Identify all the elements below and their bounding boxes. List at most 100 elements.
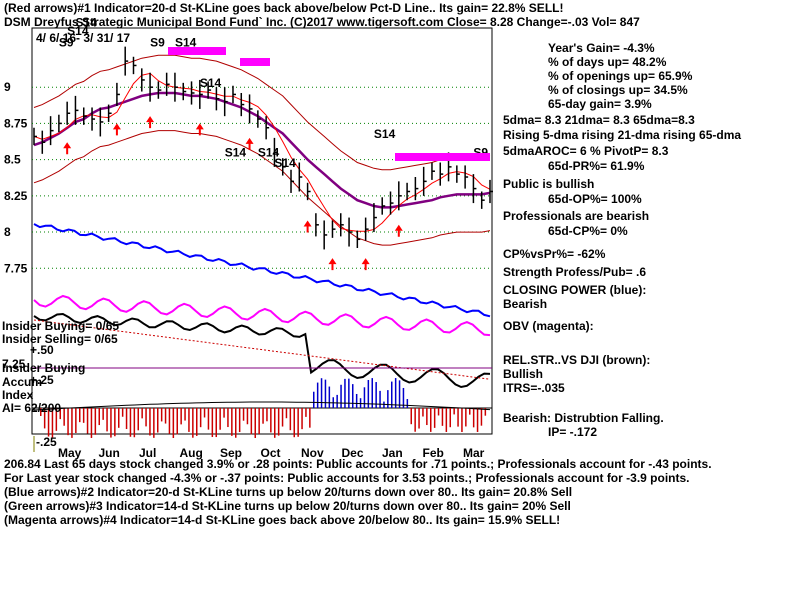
accum-bar [235,408,237,438]
accum-bar [355,393,358,408]
accum-bar [199,408,202,428]
accum-bar [289,408,292,431]
stat-65d-op: 65d-OP%= 100% [548,192,642,206]
accum-bar [461,408,463,432]
accum-bar [219,408,221,430]
y-tick-label: 8.5 [4,153,21,167]
insider-buying-label: Insider Buying [2,361,85,375]
tick-725: 7.25 [2,357,26,371]
accum-bar [192,408,194,438]
red-arrow [245,137,254,150]
stat-cp-bearish: Bearish [503,297,547,311]
accum-bar [86,408,89,434]
accum-bar [293,408,295,438]
price-bars [33,46,493,271]
accum-bar [141,408,143,419]
accum-bar [145,408,147,427]
stat-distribution: Bearish: Distrubtion Falling. [503,411,664,425]
y-tick-label: 8.75 [4,116,28,130]
accum-bar [82,408,85,423]
accum-bar [324,379,327,408]
footer-line3: (Blue arrows)#2 Indicator=20-d St-KLine … [4,485,572,499]
accum-bar [387,390,389,408]
magenta-arrow-cluster [168,47,490,161]
stats-panel: Year's Gain= -4.3% % of days up= 48.2% %… [503,41,741,439]
accum-bar [164,408,167,424]
accum-bar [157,408,159,433]
accum-bar [102,408,104,420]
accum-bar [340,384,342,408]
accum-bar [469,408,471,415]
red-arrow [112,123,121,136]
accum-bar [106,408,108,432]
stat-itrs: ITRS=-.035 [503,381,565,395]
accum-bar [114,408,116,437]
x-tick-label: Mar [463,446,485,460]
accum-bar [168,408,171,434]
accum-bar [227,408,229,428]
accum-bar [402,387,405,408]
relative-strength-line [33,312,491,389]
accum-bar [266,408,268,422]
date-range: 4/ 6/ 16- 3/ 31/ 17 [36,31,130,45]
stat-65d-cp: 65d-CP%= 0% [548,224,628,238]
accum-bar [445,408,448,432]
accum-bar [328,386,331,408]
accum-bar [180,408,182,425]
stat-professionals: Professionals are bearish [503,209,649,223]
accum-bar [484,408,487,416]
accum-bar [254,408,256,438]
accum-bar [47,408,50,437]
signal-label: S14 [274,156,296,170]
accum-bar [98,408,100,426]
accum-bar [270,408,272,433]
red-arrow [146,116,155,129]
relative-strength-ma [33,319,491,380]
x-tick-label: May [58,446,82,460]
stat-relstr: REL.STR..VS DJI (brown): [503,353,650,367]
accum-bar [398,380,401,408]
signal-label: S9 [59,36,74,50]
index-label: Index [2,388,34,402]
x-tick-label: Oct [261,446,281,460]
accum-bar [172,408,175,438]
y-tick-label: 8 [4,225,11,239]
stat-public: Public is bullish [503,177,594,191]
accum-bar [433,408,436,428]
red-arrow [195,123,204,136]
accum-bar [453,408,455,415]
x-tick-label: Nov [301,446,324,460]
accum-bar [258,408,260,434]
stat-closings-up: % of closings up= 34.5% [548,83,688,97]
accum-bar [118,408,120,428]
accum-bar [449,408,451,428]
accumulation-histogram [40,378,487,438]
stat-65day-gain: 65-day gain= 3.9% [548,97,652,111]
header-line2: DSM Dreyfus Strategic Municipal Bond Fun… [4,15,640,29]
accum-bar [43,408,46,429]
accum-bar [196,408,198,436]
accum-bar [51,408,54,438]
accum-bar [242,408,245,421]
accum-bar [121,408,124,417]
accum-bar [363,387,366,408]
accum-bar [153,408,155,438]
accum-bar [250,408,253,435]
accum-bar [309,408,311,428]
red-arrow [63,142,72,155]
accum-bar [437,408,440,416]
x-tick-label: Feb [423,446,444,460]
footer-line2: For Last year stock changed -4.3% or -.3… [4,471,689,485]
signal-label: S14 [200,76,222,90]
accum-bar [367,380,370,408]
accum-bar [160,408,163,422]
accum-bar [320,378,323,408]
x-axis-labels: May Jun Jul Aug Sep Oct Nov Dec Jan Feb Mar [58,446,485,460]
accum-bar [71,408,73,438]
accum-bar [55,408,58,431]
accum-bar [79,408,81,423]
footer-line4: (Green arrows)#3 Indicator=14-d St-KLine… [4,499,571,513]
stat-cp-vs-pr: CP%vsPr%= -62% [503,247,606,261]
